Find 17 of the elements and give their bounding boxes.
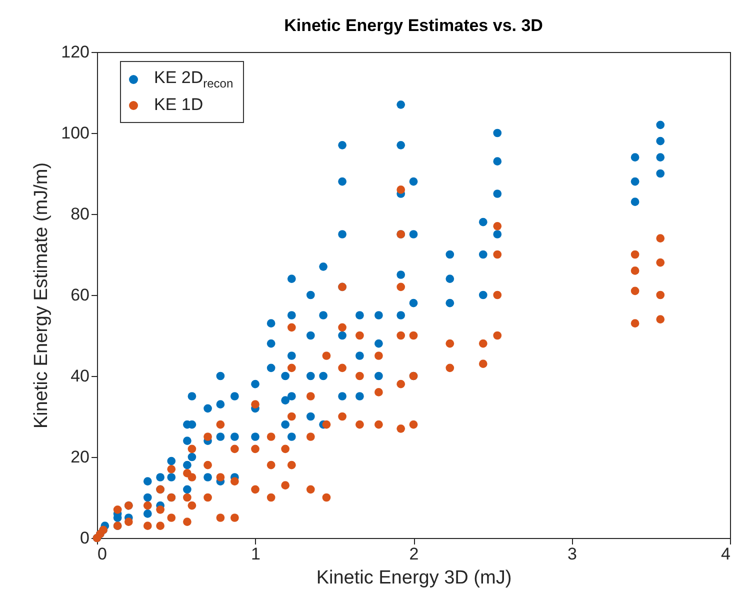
x-axis-title: Kinetic Energy 3D (mJ) [316,568,512,588]
y-tick-label: 80 [70,204,90,224]
x-tick-label: 0 [98,544,107,564]
x-tick-label: 2 [409,544,419,564]
y-axis-title: Kinetic Energy Estimate (mJ/m) [31,162,52,429]
y-tick-label: 40 [70,366,90,386]
legend-label: KE 1D [154,95,204,115]
x-tick-label: 1 [251,544,260,564]
x-tick-label: 3 [568,544,577,564]
y-tick-label: 0 [80,528,90,548]
x-tick-label: 4 [721,544,730,564]
chart-title: Kinetic Energy Estimates vs. 3D [284,16,543,35]
legend-label: KE 2D$_{recon}$ [154,68,234,90]
y-tick-label: 100 [61,124,90,142]
y-tick-label: 20 [70,448,90,466]
y-tick-label: 120 [61,42,90,62]
y-tick-label: 60 [70,286,90,304]
